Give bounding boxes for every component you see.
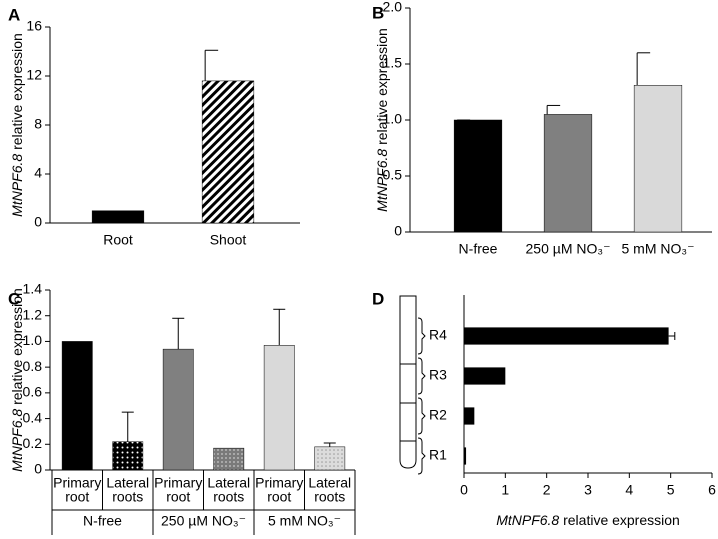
y-tick-label: R2: [429, 407, 447, 423]
error-bar: [546, 104, 561, 115]
y-tick-label: 0: [394, 223, 402, 239]
panel-letter: A: [8, 5, 20, 24]
bar: [213, 447, 245, 471]
panel-letter: C: [8, 289, 20, 308]
axis-label-gene: MtNPF6.8: [9, 409, 25, 472]
x-tick-label: roots: [112, 489, 143, 505]
x-tick-label: N-free: [459, 241, 498, 257]
error-bar: [323, 442, 336, 447]
x-tick-label: 5: [667, 482, 675, 498]
bar: [112, 441, 144, 471]
error-bar: [121, 411, 134, 442]
axis-label-text: relative expression: [374, 28, 390, 145]
x-tick-label: Primary: [154, 475, 202, 491]
x-tick-label: 0: [460, 482, 468, 498]
y-tick-label: R1: [429, 447, 447, 463]
bar: [91, 210, 145, 224]
bar: [61, 341, 93, 471]
root-diagram: [399, 295, 417, 469]
x-tick-label: roots: [314, 489, 345, 505]
x-tick-label: 5 mM NO₃⁻: [622, 241, 695, 257]
axis-label-text: relative expression: [563, 512, 680, 528]
bar: [453, 119, 503, 233]
axis-label-gene: MtNPF6.8: [9, 154, 25, 217]
group-label: 250 µM NO₃⁻: [161, 513, 246, 529]
y-tick-label: 12: [26, 67, 42, 83]
x-tick-label: 250 µM NO₃⁻: [526, 241, 611, 257]
x-tick-label: Root: [103, 232, 133, 248]
axis-label-text: relative expression: [9, 33, 25, 150]
x-tick-label: Shoot: [210, 232, 247, 248]
y-tick-label: 1.2: [23, 306, 43, 322]
bar: [201, 80, 255, 224]
x-tick-label: 1: [501, 482, 509, 498]
y-tick-label: 0.2: [23, 435, 43, 451]
bar: [633, 85, 683, 233]
y-tick-label: 16: [26, 18, 42, 34]
bar: [263, 345, 295, 471]
y-tick-label: 2.0: [383, 0, 403, 15]
error-bar: [204, 49, 219, 81]
bracket: [417, 437, 426, 475]
y-tick-label: R4: [429, 327, 447, 343]
x-tick-label: Lateral: [207, 475, 250, 491]
y-tick-label: 1.4: [23, 281, 43, 297]
bar: [543, 114, 593, 233]
y-tick-label: 1.0: [23, 332, 43, 348]
y-tick-label: 0.5: [383, 167, 403, 183]
bar: [464, 327, 669, 345]
axis-label: MtNPF6.8 relative expression: [9, 33, 25, 217]
y-tick-label: 0.6: [23, 384, 43, 400]
x-tick-label: root: [166, 489, 190, 505]
group-label: N-free: [83, 513, 122, 529]
x-tick-label: root: [65, 489, 89, 505]
error-bar: [172, 317, 185, 350]
panel-letter: B: [372, 3, 384, 22]
x-tick-label: root: [267, 489, 291, 505]
y-tick-label: 0: [34, 461, 42, 477]
x-tick-label: Primary: [53, 475, 101, 491]
error-bar: [668, 332, 676, 340]
bar: [464, 447, 467, 465]
axis-label: MtNPF6.8 relative expression: [374, 28, 390, 212]
axis-label-gene: MtNPF6.8: [496, 512, 559, 528]
y-tick-label: 4: [34, 165, 42, 181]
y-tick-label: R3: [429, 367, 447, 383]
axis-label: MtNPF6.8 relative expression: [496, 512, 680, 528]
axis-label-gene: MtNPF6.8: [374, 149, 390, 212]
x-tick-label: 3: [584, 482, 592, 498]
bar: [464, 407, 475, 425]
error-bar: [273, 308, 286, 346]
bracket: [417, 317, 426, 355]
bracket: [417, 397, 426, 435]
bar: [464, 367, 506, 385]
axis-label: MtNPF6.8 relative expression: [9, 288, 25, 472]
bar: [162, 348, 194, 471]
x-tick-label: Lateral: [106, 475, 149, 491]
x-tick-label: roots: [213, 489, 244, 505]
y-tick-label: 0: [34, 214, 42, 230]
y-tick-label: 1.5: [383, 55, 403, 71]
bracket: [417, 357, 426, 395]
x-tick-label: 2: [543, 482, 551, 498]
group-label: 5 mM NO₃⁻: [268, 513, 341, 529]
x-tick-label: 4: [625, 482, 633, 498]
y-tick-label: 1.0: [383, 111, 403, 127]
y-tick-label: 0.4: [23, 409, 43, 425]
panel-letter: D: [372, 289, 384, 308]
y-tick-label: 0.8: [23, 358, 43, 374]
y-tick-label: 8: [34, 116, 42, 132]
bar: [314, 446, 346, 471]
axis-label-text: relative expression: [9, 288, 25, 405]
x-tick-label: 6: [708, 482, 716, 498]
x-tick-label: Primary: [255, 475, 303, 491]
error-bar: [636, 52, 651, 86]
x-tick-label: Lateral: [308, 475, 351, 491]
